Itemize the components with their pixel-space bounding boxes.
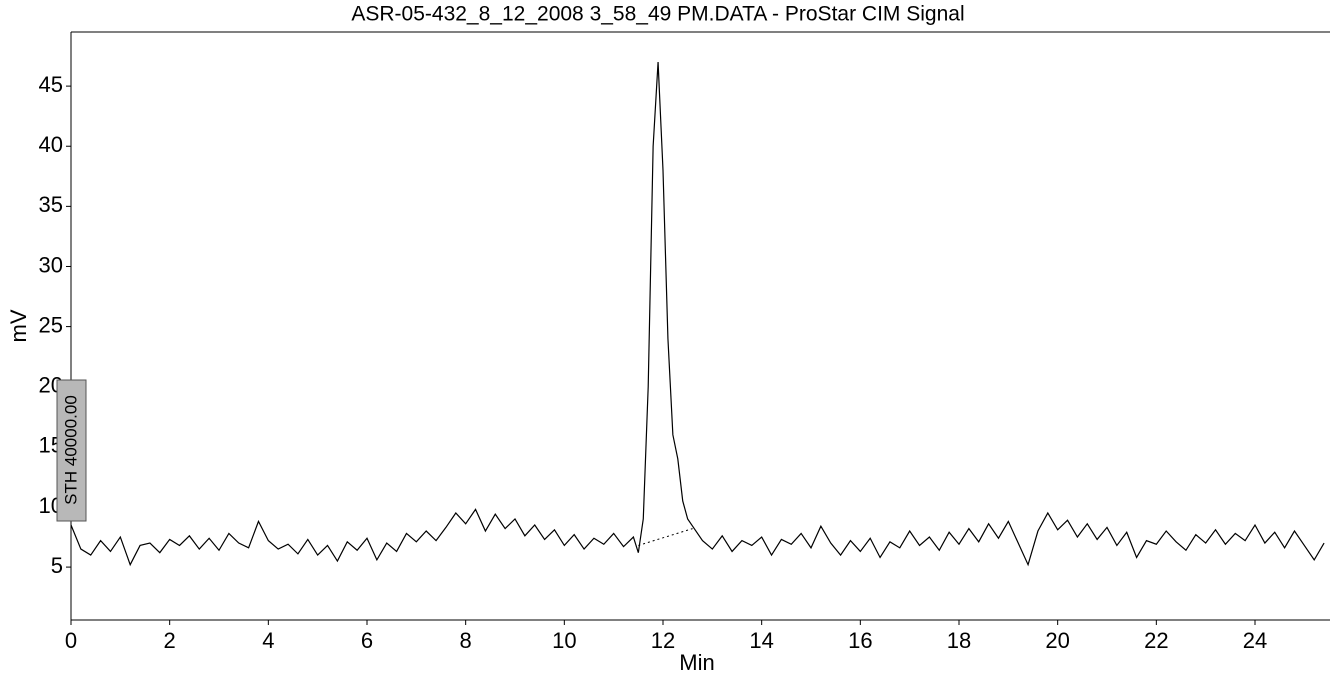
x-tick-label: 14 [749, 628, 773, 653]
chart-title: ASR-05-432_8_12_2008 3_58_49 PM.DATA - P… [351, 3, 964, 26]
x-tick-label: 8 [460, 628, 472, 653]
x-tick-label: 20 [1045, 628, 1069, 653]
x-tick-label: 0 [65, 628, 77, 653]
x-tick-label: 2 [164, 628, 176, 653]
x-tick-label: 4 [262, 628, 274, 653]
x-tick-label: 6 [361, 628, 373, 653]
x-tick-label: 10 [552, 628, 576, 653]
annotation: STH 40000.00 [61, 395, 80, 505]
y-tick-label: 45 [39, 72, 63, 97]
x-tick-label: 12 [651, 628, 675, 653]
annotation-box [56, 379, 87, 522]
y-tick-label: 5 [51, 553, 63, 578]
x-axis-label: Min [679, 650, 714, 675]
y-tick-label: 25 [39, 312, 63, 337]
y-tick-label: 30 [39, 252, 63, 277]
signal-line [70, 62, 1325, 567]
x-tick-label: 22 [1144, 628, 1168, 653]
y-tick-label: 40 [39, 132, 63, 157]
integration-baseline [638, 528, 693, 546]
x-tick-label: 18 [947, 628, 971, 653]
x-tick-label: 24 [1243, 628, 1267, 653]
y-axis-label: mV [6, 309, 31, 342]
x-tick-label: 16 [848, 628, 872, 653]
y-tick-label: 35 [39, 192, 63, 217]
